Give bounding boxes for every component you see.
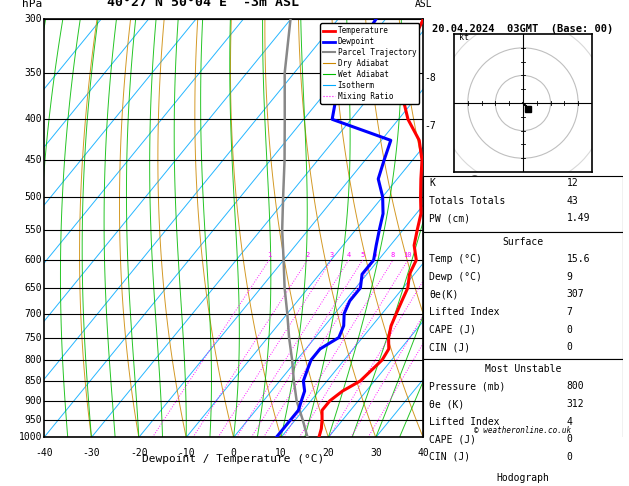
Text: Lifted Index: Lifted Index: [429, 417, 499, 427]
Text: 800: 800: [567, 382, 584, 391]
Text: 0: 0: [567, 342, 573, 352]
Text: 0: 0: [231, 448, 237, 458]
Text: -8: -8: [424, 73, 436, 83]
Text: 650: 650: [25, 283, 42, 293]
Text: CAPE (J): CAPE (J): [429, 325, 476, 334]
Text: 8: 8: [391, 252, 395, 258]
Text: -2: -2: [424, 355, 436, 365]
Text: Hodograph: Hodograph: [496, 473, 549, 484]
Text: 20.04.2024  03GMT  (Base: 00): 20.04.2024 03GMT (Base: 00): [432, 24, 613, 34]
Text: -40: -40: [35, 448, 53, 458]
Text: PW (cm): PW (cm): [429, 213, 470, 223]
Text: 40°27'N 50°04'E  -3m ASL: 40°27'N 50°04'E -3m ASL: [108, 0, 299, 9]
Text: Surface: Surface: [503, 237, 543, 247]
Text: -20: -20: [130, 448, 148, 458]
Text: hPa: hPa: [22, 0, 42, 9]
Text: Totals Totals: Totals Totals: [429, 196, 506, 206]
Text: 0: 0: [567, 451, 573, 462]
Text: LCL: LCL: [424, 400, 439, 409]
Text: 40: 40: [417, 448, 429, 458]
Text: -1: -1: [424, 396, 436, 406]
Text: Lifted Index: Lifted Index: [429, 307, 499, 317]
Text: 1.49: 1.49: [567, 213, 591, 223]
Text: 500: 500: [25, 192, 42, 202]
Text: 20: 20: [323, 448, 334, 458]
Text: 4: 4: [567, 417, 573, 427]
Text: 750: 750: [25, 332, 42, 343]
Text: 300: 300: [25, 15, 42, 24]
Text: 307: 307: [567, 290, 584, 299]
Text: 950: 950: [25, 415, 42, 425]
Text: 30: 30: [370, 448, 382, 458]
Text: 312: 312: [567, 399, 584, 409]
Text: CIN (J): CIN (J): [429, 342, 470, 352]
Text: -7: -7: [424, 121, 436, 131]
Text: θe(K): θe(K): [429, 290, 459, 299]
Text: 4: 4: [347, 252, 351, 258]
Text: 0: 0: [567, 434, 573, 444]
Text: CIN (J): CIN (J): [429, 451, 470, 462]
Bar: [423, 469, 623, 486]
Text: θe (K): θe (K): [429, 399, 464, 409]
Text: 43: 43: [567, 196, 579, 206]
Text: 0: 0: [567, 325, 573, 334]
Bar: [423, 176, 623, 232]
Text: 1: 1: [267, 252, 271, 258]
Text: -10: -10: [177, 448, 195, 458]
Text: -3: -3: [424, 309, 436, 319]
Text: 7: 7: [567, 307, 573, 317]
Text: -4: -4: [424, 263, 436, 274]
Text: 850: 850: [25, 376, 42, 386]
Text: 5: 5: [360, 252, 365, 258]
Text: 800: 800: [25, 355, 42, 365]
Legend: Temperature, Dewpoint, Parcel Trajectory, Dry Adiabat, Wet Adiabat, Isotherm, Mi: Temperature, Dewpoint, Parcel Trajectory…: [320, 23, 420, 104]
Text: 1000: 1000: [19, 433, 42, 442]
Bar: [423, 232, 623, 359]
Text: K: K: [429, 178, 435, 188]
Text: 12: 12: [567, 178, 579, 188]
Text: 350: 350: [25, 68, 42, 78]
Text: 3: 3: [329, 252, 333, 258]
Text: Temp (°C): Temp (°C): [429, 254, 482, 264]
Text: 9: 9: [567, 272, 573, 282]
Text: 450: 450: [25, 155, 42, 165]
Text: 700: 700: [25, 309, 42, 319]
Text: 10: 10: [404, 252, 412, 258]
Text: 400: 400: [25, 114, 42, 124]
Text: 6: 6: [372, 252, 376, 258]
Text: 600: 600: [25, 255, 42, 265]
Text: CAPE (J): CAPE (J): [429, 434, 476, 444]
Text: Mixing Ratio (g/kg): Mixing Ratio (g/kg): [471, 173, 481, 284]
Text: © weatheronline.co.uk: © weatheronline.co.uk: [474, 426, 572, 435]
Text: 2: 2: [305, 252, 309, 258]
Text: -30: -30: [82, 448, 100, 458]
Text: 10: 10: [275, 448, 287, 458]
Text: -6: -6: [424, 177, 436, 188]
Bar: [423, 359, 623, 469]
Text: km
ASL: km ASL: [415, 0, 432, 9]
Text: Pressure (mb): Pressure (mb): [429, 382, 506, 391]
Text: 15.6: 15.6: [567, 254, 591, 264]
Text: -5: -5: [424, 222, 436, 232]
X-axis label: Dewpoint / Temperature (°C): Dewpoint / Temperature (°C): [143, 454, 325, 464]
Text: 550: 550: [25, 225, 42, 235]
Text: 900: 900: [25, 396, 42, 406]
Text: Dewp (°C): Dewp (°C): [429, 272, 482, 282]
Text: Most Unstable: Most Unstable: [485, 364, 561, 374]
